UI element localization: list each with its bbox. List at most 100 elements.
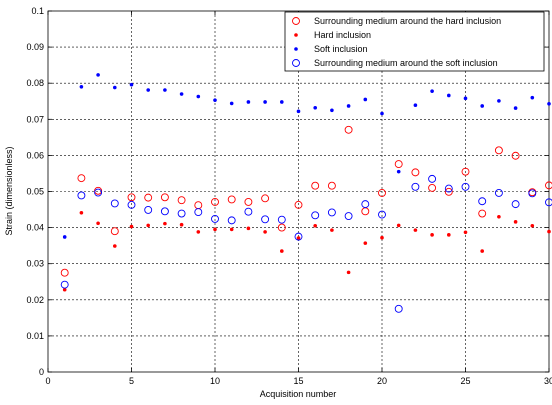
data-point-series-0	[545, 181, 552, 190]
data-point-series-0	[277, 223, 286, 232]
data-point-series-0	[478, 209, 487, 218]
data-point-series-0	[227, 195, 236, 204]
data-point-series-1	[547, 229, 551, 234]
data-point-series-1	[497, 214, 501, 219]
data-point-series-3	[545, 198, 552, 207]
data-point-series-3	[294, 232, 303, 241]
data-point-series-3	[194, 208, 203, 217]
data-point-series-0	[311, 181, 320, 190]
y-tick-label: 0.07	[26, 114, 44, 124]
data-point-series-2	[346, 104, 351, 108]
data-point-series-0	[461, 167, 470, 176]
data-point-series-3	[144, 205, 153, 214]
data-point-series-0	[378, 188, 386, 197]
y-tick-label: 0.03	[26, 259, 44, 269]
data-point-series-3	[277, 215, 286, 224]
data-point-series-2	[380, 111, 384, 116]
legend-marker-hard-surrounding	[292, 17, 300, 25]
data-point-series-0	[144, 193, 153, 202]
data-point-series-2	[430, 89, 434, 93]
data-point-series-3	[127, 200, 136, 209]
data-point-series-3	[327, 208, 336, 217]
data-point-series-3	[160, 207, 169, 216]
data-point-series-1	[179, 222, 184, 227]
data-point-series-2	[263, 100, 267, 104]
data-point-series-3	[428, 174, 437, 183]
data-point-series-3	[461, 182, 470, 191]
data-point-series-3	[60, 280, 69, 289]
data-point-series-0	[127, 193, 136, 202]
data-point-series-1	[330, 228, 334, 232]
data-point-series-2	[313, 105, 318, 110]
legend-label-hard-inclusion: Hard inclusion	[314, 30, 371, 40]
x-tick-label: 30	[544, 376, 552, 386]
data-point-series-2	[163, 88, 167, 92]
data-point-series-1	[413, 228, 418, 232]
data-point-series-1	[447, 233, 451, 237]
data-point-series-2	[280, 100, 284, 104]
data-point-series-3	[311, 211, 320, 220]
data-point-series-2	[196, 94, 201, 99]
data-point-series-3	[110, 199, 119, 208]
x-tick-label: 5	[129, 376, 134, 386]
data-point-series-1	[79, 210, 84, 215]
data-point-series-0	[160, 193, 169, 202]
data-point-series-2	[447, 93, 451, 98]
data-point-series-0	[211, 198, 219, 206]
legend-box	[284, 11, 545, 72]
data-point-series-1	[213, 227, 217, 232]
legend: Surrounding medium around the hard inclu…	[284, 11, 545, 72]
x-axis-label: Acquisition number	[260, 389, 337, 399]
data-point-series-0	[60, 268, 69, 277]
y-tick-label: 0	[39, 367, 44, 377]
data-point-series-0	[294, 200, 303, 209]
data-point-series-0	[511, 151, 520, 160]
data-point-series-3	[444, 184, 453, 193]
x-tick-label: 10	[210, 376, 220, 386]
data-point-series-2	[296, 109, 301, 114]
data-point-series-1	[513, 220, 518, 224]
data-point-series-3	[177, 209, 186, 218]
data-point-series-0	[177, 196, 186, 205]
x-tick-label: 20	[377, 376, 387, 386]
data-point-series-1	[113, 244, 117, 248]
legend-marker-hard-inclusion	[294, 33, 298, 37]
data-point-series-2	[330, 108, 334, 113]
data-point-series-3	[511, 200, 520, 209]
data-point-series-1	[380, 235, 384, 240]
data-point-series-1	[363, 241, 368, 245]
data-point-series-0	[494, 146, 503, 155]
data-point-series-0	[444, 187, 453, 196]
data-point-series-2	[480, 104, 485, 108]
data-point-series-1	[229, 227, 234, 232]
x-tick-label: 0	[45, 376, 50, 386]
data-point-series-1	[396, 223, 401, 228]
data-point-series-0	[244, 198, 253, 206]
data-point-series-2	[396, 169, 401, 174]
data-point-series-2	[79, 85, 84, 89]
data-point-series-0	[77, 174, 86, 183]
data-point-series-1	[463, 230, 468, 235]
data-point-series-0	[110, 227, 119, 236]
y-axis-label: Strain (dimensionless)	[4, 146, 14, 235]
data-point-series-3	[478, 197, 487, 206]
legend-label-soft-inclusion: Soft inclusion	[314, 44, 368, 54]
y-tick-label: 0.1	[31, 6, 44, 16]
data-point-series-1	[146, 223, 150, 228]
y-tick-label: 0.04	[26, 223, 44, 233]
y-tick-label: 0.02	[26, 295, 44, 305]
legend-marker-soft-inclusion	[294, 47, 298, 51]
data-point-series-3	[244, 207, 253, 216]
data-point-series-1	[313, 223, 318, 228]
y-tick-label: 0.09	[26, 42, 44, 52]
data-point-series-3	[394, 304, 403, 313]
y-tick-label: 0.08	[26, 78, 44, 88]
x-tick-label: 15	[293, 376, 303, 386]
data-point-series-3	[361, 200, 370, 209]
data-point-series-3	[77, 191, 86, 200]
data-point-series-2	[530, 95, 535, 100]
data-point-series-3	[344, 212, 353, 220]
y-tick-label: 0.01	[26, 331, 44, 341]
y-tick-label: 0.05	[26, 187, 44, 197]
data-point-series-2	[96, 73, 100, 77]
